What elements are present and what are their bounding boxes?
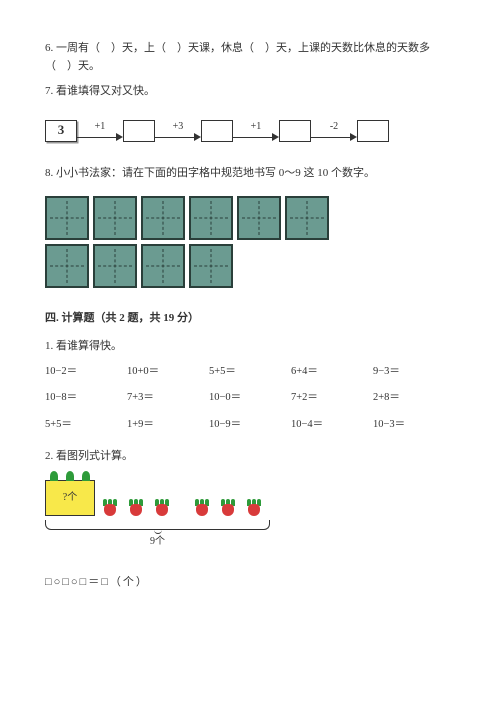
calc-item: 2+8＝ (373, 390, 455, 407)
unknown-label: ?个 (63, 490, 77, 506)
radish-icon (245, 499, 263, 516)
radish-icon (219, 499, 237, 516)
calc-item: 10−4＝ (291, 417, 373, 434)
flow-arrow: +3 (155, 119, 201, 143)
flow-arrow: -2 (311, 119, 357, 143)
calc-item: 9−3＝ (373, 364, 455, 381)
flow-chain: 3 +1 +3 +1 -2 (45, 119, 455, 143)
calc-item: 5+5＝ (209, 364, 291, 381)
question-8: 8. 小小书法家：请在下面的田字格中规范地书写 0～9 这 10 个数字。 (45, 165, 455, 183)
calc-item: 10−2＝ (45, 364, 127, 381)
tian-cell[interactable] (189, 244, 233, 288)
calc-item: 10−3＝ (373, 417, 455, 434)
calc-item: 1+9＝ (127, 417, 209, 434)
tian-cell[interactable] (189, 196, 233, 240)
picture-calc-title: 2. 看图列式计算。 (45, 448, 455, 466)
calc-item: 5+5＝ (45, 417, 127, 434)
leaf-icon (50, 471, 58, 481)
flow-start-box: 3 (45, 120, 77, 142)
brace-label: 9个 (45, 534, 270, 550)
question-6: 6. 一周有（ ）天，上（ ）天课，休息（ ）天，上课的天数比休息的天数多（ ）… (45, 40, 455, 75)
question-7: 7. 看谁填得又对又快。 (45, 83, 455, 101)
flow-arrow: +1 (77, 119, 123, 143)
flow-arrow: +1 (233, 119, 279, 143)
tian-grid (45, 196, 455, 288)
leaf-icon (66, 471, 74, 481)
tian-cell[interactable] (285, 196, 329, 240)
tian-cell[interactable] (45, 244, 89, 288)
tian-cell[interactable] (45, 196, 89, 240)
calc-item: 10−8＝ (45, 390, 127, 407)
calc-item: 10−9＝ (209, 417, 291, 434)
flow-blank-box[interactable] (279, 120, 311, 142)
calc-item: 10+0＝ (127, 364, 209, 381)
flow-blank-box[interactable] (201, 120, 233, 142)
unknown-box: ?个 (45, 480, 95, 516)
tian-cell[interactable] (141, 244, 185, 288)
radish-figure: ?个 (45, 480, 455, 516)
calc-grid: 10−2＝10+0＝5+5＝6+4＝9−3＝10−8＝7+3＝10−0＝7+2＝… (45, 364, 455, 434)
tian-cell[interactable] (93, 244, 137, 288)
leaf-icon (82, 471, 90, 481)
calc-item: 7+2＝ (291, 390, 373, 407)
radish-icon (153, 499, 171, 516)
calc-item: 10−0＝ (209, 390, 291, 407)
flow-blank-box[interactable] (357, 120, 389, 142)
tian-cell[interactable] (93, 196, 137, 240)
equation-template: □○□○□＝□（个） (45, 574, 455, 592)
calc-item: 6+4＝ (291, 364, 373, 381)
radish-icon (127, 499, 145, 516)
calc-title: 1. 看谁算得快。 (45, 338, 455, 356)
flow-blank-box[interactable] (123, 120, 155, 142)
section-4-title: 四. 计算题（共 2 题，共 19 分） (45, 310, 455, 328)
radish-icon (101, 499, 119, 516)
brace: 9个 (45, 520, 270, 550)
calc-item: 7+3＝ (127, 390, 209, 407)
tian-cell[interactable] (141, 196, 185, 240)
radish-icon (193, 499, 211, 516)
tian-cell[interactable] (237, 196, 281, 240)
